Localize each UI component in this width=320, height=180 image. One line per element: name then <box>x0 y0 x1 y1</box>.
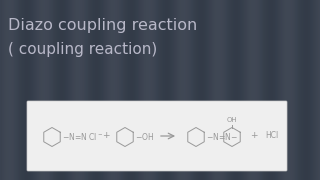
Text: $-$N=N Cl$^-$: $-$N=N Cl$^-$ <box>62 130 103 141</box>
Text: ( coupling reaction): ( coupling reaction) <box>8 42 157 57</box>
Text: $-$OH: $-$OH <box>135 130 154 141</box>
Text: +: + <box>250 132 258 141</box>
Text: $-$N=N$-$: $-$N=N$-$ <box>206 130 238 141</box>
Text: +: + <box>102 132 110 141</box>
Text: HCl: HCl <box>265 132 278 141</box>
Text: Diazo coupling reaction: Diazo coupling reaction <box>8 18 197 33</box>
Text: OH: OH <box>227 117 237 123</box>
FancyBboxPatch shape <box>27 101 287 171</box>
